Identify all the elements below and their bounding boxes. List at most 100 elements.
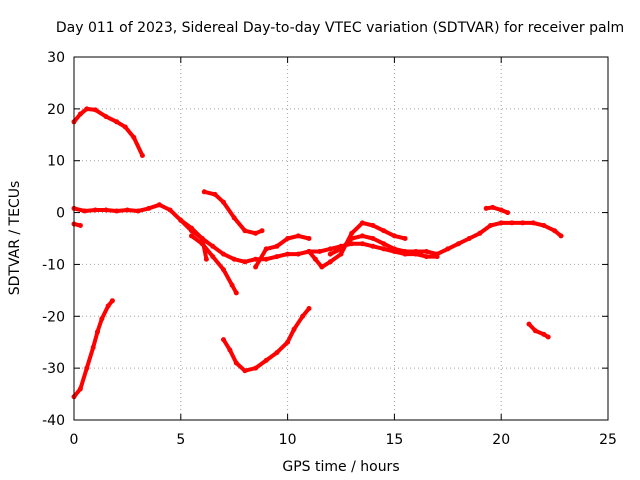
data-point: [109, 298, 115, 304]
data-point: [199, 241, 205, 247]
data-point: [558, 233, 564, 239]
data-point: [423, 254, 429, 260]
data-point: [285, 251, 291, 257]
data-point: [263, 246, 269, 252]
y-tick-label: 30: [47, 50, 65, 66]
data-point: [221, 199, 226, 205]
data-point: [135, 208, 141, 214]
data-point: [221, 267, 226, 273]
data-point: [114, 119, 120, 125]
data-point: [221, 251, 226, 257]
y-tick-label: -10: [42, 257, 65, 273]
data-point: [139, 153, 145, 158]
data-point: [306, 249, 312, 254]
x-axis-title: GPS time / hours: [282, 459, 399, 475]
data-point: [483, 205, 489, 211]
data-point: [189, 225, 194, 231]
data-point: [359, 241, 365, 247]
data-point: [92, 207, 98, 213]
data-point: [199, 236, 205, 241]
data-point: [210, 254, 216, 260]
data-point: [381, 246, 387, 252]
data-point: [312, 256, 318, 262]
data-point: [274, 350, 280, 356]
data-series: [71, 106, 564, 400]
data-point: [156, 202, 162, 208]
data-point: [84, 365, 90, 371]
data-point: [349, 236, 355, 241]
data-point: [319, 264, 325, 270]
data-point: [456, 241, 461, 247]
data-point: [423, 249, 429, 254]
data-point: [445, 246, 451, 252]
plot-frame: [73, 56, 609, 421]
data-point: [520, 220, 526, 226]
data-point: [103, 114, 109, 120]
y-tick-label: 0: [56, 206, 65, 222]
y-axis-title: SDTVAR / TECUs: [7, 181, 23, 296]
data-point: [263, 256, 269, 262]
series-arc-7: [202, 189, 264, 236]
data-point: [77, 111, 83, 117]
data-point: [306, 236, 312, 241]
data-point: [212, 191, 218, 197]
data-point: [413, 249, 419, 254]
data-point: [105, 303, 111, 309]
data-point: [530, 220, 536, 226]
data-point: [327, 246, 333, 252]
data-point: [498, 220, 504, 226]
y-tick-label: -20: [42, 309, 65, 325]
data-point: [327, 259, 333, 265]
data-point: [505, 210, 511, 216]
data-point: [359, 233, 365, 239]
data-point: [498, 207, 504, 213]
data-point: [317, 249, 323, 254]
data-point: [242, 259, 248, 265]
data-point: [300, 313, 306, 319]
x-tick-label: 5: [176, 432, 185, 448]
data-point: [210, 243, 216, 249]
x-tick-label: 0: [70, 432, 79, 448]
data-point: [263, 357, 269, 363]
data-point: [327, 251, 333, 257]
data-point: [370, 236, 376, 241]
data-point: [253, 365, 259, 371]
data-point: [77, 386, 83, 392]
data-point: [122, 124, 128, 130]
data-point: [178, 217, 184, 223]
data-point: [477, 230, 483, 236]
data-point: [391, 246, 397, 252]
data-point: [82, 208, 88, 214]
x-tick-label: 20: [492, 432, 510, 448]
data-point: [274, 254, 280, 260]
grid: [74, 57, 608, 420]
data-point: [221, 337, 226, 343]
data-point: [381, 241, 387, 247]
y-tick-label: 10: [47, 154, 65, 170]
y-tick-label: 20: [47, 102, 65, 118]
data-point: [338, 251, 344, 257]
data-point: [402, 249, 408, 254]
data-point: [285, 236, 291, 241]
data-point: [253, 256, 259, 262]
data-point: [259, 228, 265, 234]
x-tick-label: 25: [599, 432, 617, 448]
data-point: [201, 189, 207, 195]
data-point: [370, 223, 376, 228]
data-point: [92, 107, 98, 113]
data-point: [402, 236, 408, 241]
data-point: [541, 331, 547, 337]
data-point: [131, 134, 137, 140]
tick-labels: 0 5 10 15 20 25 -40 -30 -20 -10 0 10 20 30: [42, 50, 617, 448]
data-point: [229, 282, 235, 288]
data-point: [552, 228, 558, 234]
data-point: [391, 233, 397, 239]
data-point: [146, 205, 152, 211]
series-arc-12: [484, 205, 510, 215]
data-point: [381, 228, 387, 234]
data-point: [541, 223, 547, 228]
data-point: [295, 251, 301, 257]
data-point: [291, 326, 297, 332]
data-point: [526, 321, 532, 327]
